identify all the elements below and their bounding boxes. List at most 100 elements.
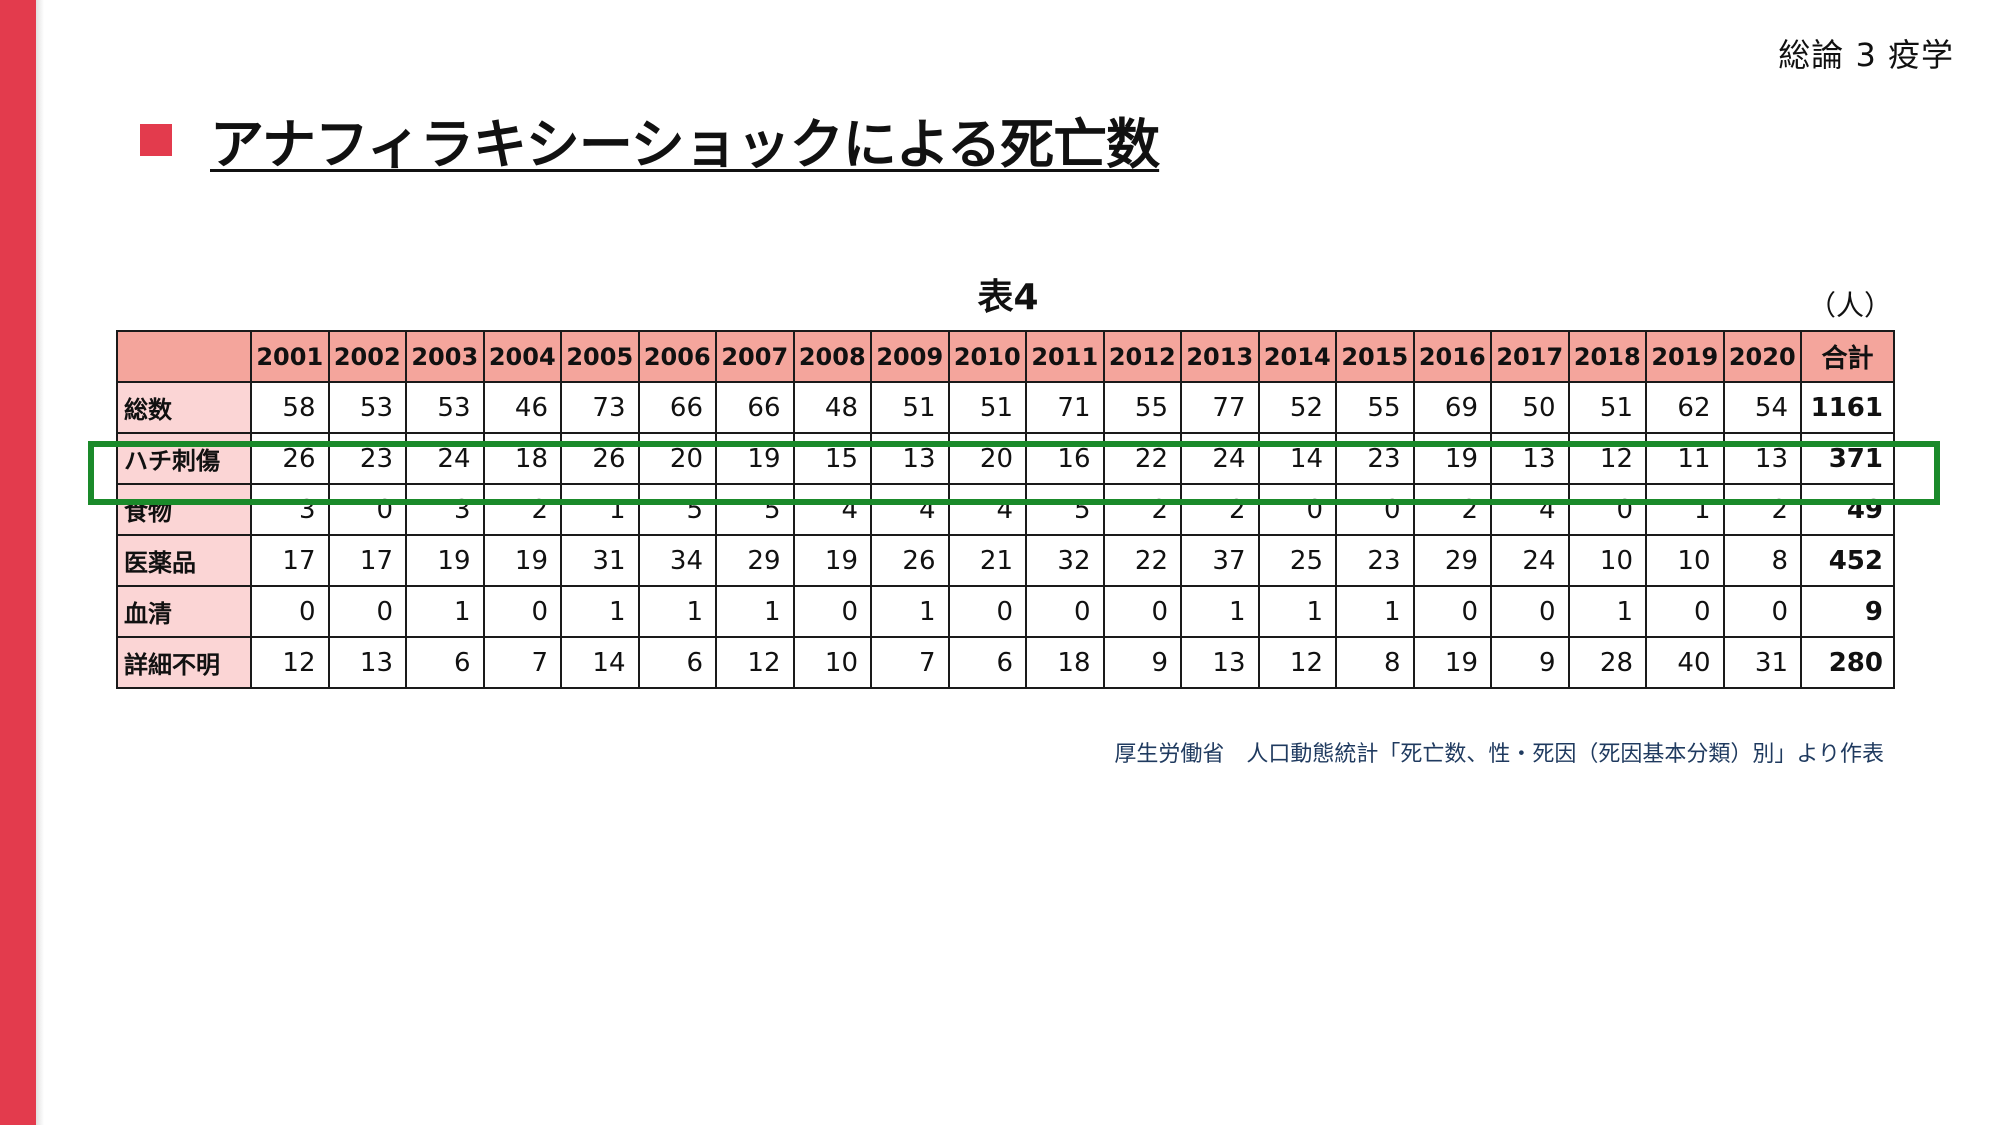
- table-cell: 25: [1257, 534, 1337, 587]
- table-cell: 66: [715, 381, 795, 434]
- table-cell: 0: [1645, 585, 1725, 638]
- source-note: 厚生労働省 人口動態統計「死亡数、性・死因（死因基本分類）別」より作表: [1114, 742, 1884, 767]
- table-cell: 50: [1490, 381, 1570, 434]
- table-cell: 19: [715, 432, 795, 485]
- table-cell: 13: [327, 636, 407, 689]
- column-header-year: 2012: [1102, 330, 1182, 383]
- accent-sidebar: [0, 0, 36, 1125]
- table-cell: 1: [870, 585, 950, 638]
- table-cell: 23: [1335, 534, 1415, 587]
- unit-label: （人）: [1808, 289, 1893, 322]
- table-cell: 8: [1722, 534, 1802, 587]
- table-cell: 2: [1180, 483, 1260, 536]
- table-cell: 0: [947, 585, 1027, 638]
- table-cell: 24: [1490, 534, 1570, 587]
- table-cell: 6: [637, 636, 717, 689]
- page-title: アナフィラキシーショックによる死亡数: [210, 113, 1160, 176]
- table-cell: 1: [1335, 585, 1415, 638]
- table-cell: 0: [1335, 483, 1415, 536]
- table-cell: 10: [1567, 534, 1647, 587]
- corner-cell: [116, 330, 252, 383]
- table-cell: 9: [1490, 636, 1570, 689]
- table-cell: 0: [1412, 585, 1492, 638]
- table-cell: 1: [637, 585, 717, 638]
- table-row: 詳細不明 12 13 6 7 14 6 12 10 7 6 18 9 13 12 8 19 9 28 40 31 280: [116, 636, 1895, 689]
- table-cell: 4: [947, 483, 1027, 536]
- column-header-year: 2003: [405, 330, 485, 383]
- table-cell: 2: [482, 483, 562, 536]
- row-total-cell: 280: [1800, 636, 1895, 689]
- table-cell: 5: [715, 483, 795, 536]
- column-header-year: 2018: [1567, 330, 1647, 383]
- table-cell: 77: [1180, 381, 1260, 434]
- table-cell: 19: [405, 534, 485, 587]
- table-cell: 0: [327, 585, 407, 638]
- table-cell: 18: [482, 432, 562, 485]
- table-cell: 32: [1025, 534, 1105, 587]
- table-cell: 0: [1490, 585, 1570, 638]
- table-cell: 5: [637, 483, 717, 536]
- column-header-year: 2002: [327, 330, 407, 383]
- row-total-cell: 9: [1800, 585, 1895, 638]
- table-cell: 13: [1490, 432, 1570, 485]
- table-cell: 1: [405, 585, 485, 638]
- table-cell: 53: [327, 381, 407, 434]
- table-cell: 26: [250, 432, 330, 485]
- table-row: 食物 3 0 3 2 1 5 5 4 4 4 5 2 2 0 0 2 4 0 1 2 49: [116, 483, 1895, 536]
- table-cell: 29: [715, 534, 795, 587]
- column-header-year: 2014: [1257, 330, 1337, 383]
- table-cell: 9: [1102, 636, 1182, 689]
- table-cell: 7: [482, 636, 562, 689]
- table-cell: 55: [1335, 381, 1415, 434]
- row-total-cell: 452: [1800, 534, 1895, 587]
- table-cell: 3: [405, 483, 485, 536]
- column-header-total: 合計: [1800, 330, 1895, 383]
- table-cell: 4: [792, 483, 872, 536]
- column-header-year: 2009: [870, 330, 950, 383]
- table-cell: 8: [1335, 636, 1415, 689]
- table-cell: 19: [1412, 636, 1492, 689]
- table-cell: 19: [792, 534, 872, 587]
- table-cell: 1: [1180, 585, 1260, 638]
- table-row: 総数 58 53 53 46 73 66 66 48 51 51 71 55 77 52 55 69 50 51 62…: [116, 381, 1895, 434]
- table-cell: 2: [1722, 483, 1802, 536]
- table-cell: 6: [405, 636, 485, 689]
- table-cell: 31: [560, 534, 640, 587]
- table-caption: 表4: [977, 277, 1039, 318]
- table-cell: 13: [1722, 432, 1802, 485]
- table-cell: 31: [1722, 636, 1802, 689]
- table-cell: 0: [250, 585, 330, 638]
- table-cell: 54: [1722, 381, 1802, 434]
- table-cell: 22: [1102, 432, 1182, 485]
- table-cell: 28: [1567, 636, 1647, 689]
- column-header-year: 2016: [1412, 330, 1492, 383]
- table-cell: 2: [1412, 483, 1492, 536]
- table-cell: 1: [1645, 483, 1725, 536]
- title-block: アナフィラキシーショックによる死亡数: [140, 100, 1160, 179]
- table-cell: 66: [637, 381, 717, 434]
- table-cell: 62: [1645, 381, 1725, 434]
- table-cell: 23: [1335, 432, 1415, 485]
- table-cell: 26: [560, 432, 640, 485]
- column-header-year: 2019: [1645, 330, 1725, 383]
- table-row: 血清 0 0 1 0 1 1 1 0 1 0 0 0 1 1 1 0 0 1 0 0 9: [116, 585, 1895, 638]
- table-cell: 53: [405, 381, 485, 434]
- column-header-year: 2013: [1180, 330, 1260, 383]
- row-label: 血清: [116, 585, 252, 638]
- column-header-year: 2007: [715, 330, 795, 383]
- column-header-year: 2015: [1335, 330, 1415, 383]
- table-cell: 71: [1025, 381, 1105, 434]
- section-label: 総論 3 疫学: [1778, 36, 1954, 74]
- table-cell: 0: [1567, 483, 1647, 536]
- column-header-year: 2008: [792, 330, 872, 383]
- table-cell: 29: [1412, 534, 1492, 587]
- table-cell: 13: [1180, 636, 1260, 689]
- table-cell: 21: [947, 534, 1027, 587]
- table-cell: 19: [1412, 432, 1492, 485]
- table-cell: 24: [1180, 432, 1260, 485]
- row-total-cell: 371: [1800, 432, 1895, 485]
- table-cell: 16: [1025, 432, 1105, 485]
- column-header-year: 2011: [1025, 330, 1105, 383]
- row-label: 詳細不明: [116, 636, 252, 689]
- table-cell: 1: [560, 585, 640, 638]
